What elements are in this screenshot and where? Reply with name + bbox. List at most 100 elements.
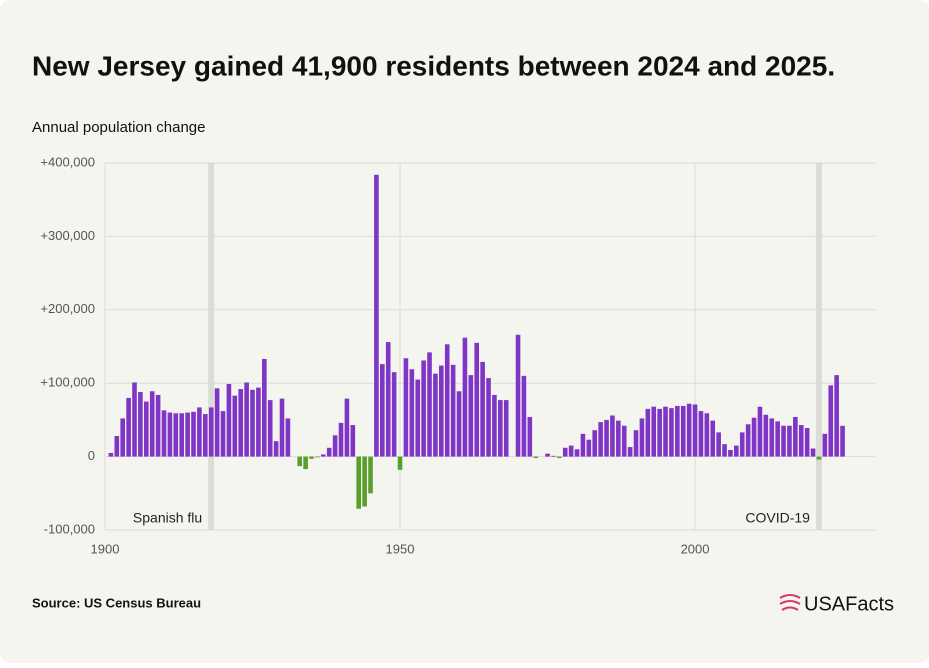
bar xyxy=(816,456,822,460)
bar xyxy=(574,449,580,457)
annotation-band xyxy=(208,163,215,530)
bar xyxy=(385,342,391,457)
bar xyxy=(474,342,480,457)
brand-logo: USAFacts xyxy=(779,593,894,615)
bar xyxy=(568,445,574,457)
bar xyxy=(775,421,780,457)
bar xyxy=(391,372,397,457)
chart-subtitle: Annual population change xyxy=(32,119,205,136)
bar xyxy=(138,392,143,457)
bar xyxy=(374,174,379,457)
bar xyxy=(238,389,244,457)
bar xyxy=(592,430,598,457)
bar xyxy=(267,400,273,457)
bar xyxy=(551,455,556,457)
bar xyxy=(309,456,314,459)
bar xyxy=(350,425,356,457)
bar xyxy=(651,406,657,457)
bar xyxy=(167,412,173,457)
y-tick-label: +400,000 xyxy=(40,154,95,169)
bar xyxy=(645,408,651,457)
bar xyxy=(798,425,804,457)
annotation-label: COVID-19 xyxy=(745,510,810,526)
bar xyxy=(462,337,468,457)
y-tick-label: +100,000 xyxy=(40,375,95,390)
bar xyxy=(232,395,238,457)
bar xyxy=(356,456,362,509)
bar xyxy=(161,410,167,457)
bar xyxy=(326,447,332,457)
bar xyxy=(126,397,131,457)
bar xyxy=(710,420,716,457)
bar xyxy=(149,391,155,457)
bar xyxy=(244,382,249,457)
bar xyxy=(203,414,208,457)
bar xyxy=(468,375,474,457)
bar xyxy=(598,422,603,457)
x-tick-label: 1950 xyxy=(386,541,415,556)
bar xyxy=(675,405,680,457)
bar xyxy=(273,441,279,457)
bar xyxy=(633,430,639,457)
bar xyxy=(751,417,757,457)
bar xyxy=(173,413,179,457)
source: Source: US Census Bureau xyxy=(32,595,201,610)
bar xyxy=(734,445,739,457)
bar xyxy=(250,389,255,457)
bar xyxy=(433,373,438,457)
brand: USAFacts xyxy=(804,593,894,615)
bar xyxy=(663,406,668,457)
bar xyxy=(256,387,261,457)
bar xyxy=(456,391,462,457)
bar xyxy=(533,456,539,459)
bar xyxy=(562,447,568,457)
bar xyxy=(616,420,621,457)
bar xyxy=(303,456,308,470)
bar xyxy=(444,344,450,457)
plot: Spanish flu COVID-19 -100,000 0 +100,000 +200… xyxy=(40,154,875,556)
bar xyxy=(716,432,721,457)
bar xyxy=(362,456,367,507)
bar xyxy=(586,439,592,457)
bar xyxy=(498,400,503,457)
bar xyxy=(486,378,491,457)
bar xyxy=(781,425,786,457)
bar xyxy=(368,456,373,494)
bar xyxy=(226,383,232,457)
bar xyxy=(380,364,385,457)
bar xyxy=(639,418,645,457)
bar xyxy=(155,394,161,457)
bar xyxy=(722,444,727,457)
bar xyxy=(338,422,344,457)
bar xyxy=(686,403,692,457)
bar xyxy=(828,385,834,457)
y-tick-label: -100,000 xyxy=(44,521,95,536)
bar xyxy=(403,358,409,457)
bar xyxy=(415,379,421,457)
bar xyxy=(144,401,149,457)
bar xyxy=(262,358,267,457)
bar xyxy=(704,413,710,457)
bar xyxy=(757,406,763,457)
bar xyxy=(521,375,527,457)
annotation-label: Spanish flu xyxy=(133,510,202,526)
bar xyxy=(692,404,698,457)
bar xyxy=(557,456,562,459)
bar xyxy=(804,427,810,457)
bar xyxy=(450,364,456,457)
bar xyxy=(197,407,202,457)
bar xyxy=(810,448,816,457)
bar xyxy=(680,405,686,457)
bar xyxy=(421,360,426,457)
y-tick-label: +300,000 xyxy=(40,228,95,243)
bar xyxy=(185,412,190,457)
bar xyxy=(120,418,126,457)
bar xyxy=(515,334,521,457)
bar xyxy=(397,456,403,470)
bar xyxy=(527,416,533,457)
bar xyxy=(822,433,828,457)
chart-title: New Jersey gained 41,900 residents betwe… xyxy=(32,50,835,81)
bar xyxy=(610,415,615,457)
